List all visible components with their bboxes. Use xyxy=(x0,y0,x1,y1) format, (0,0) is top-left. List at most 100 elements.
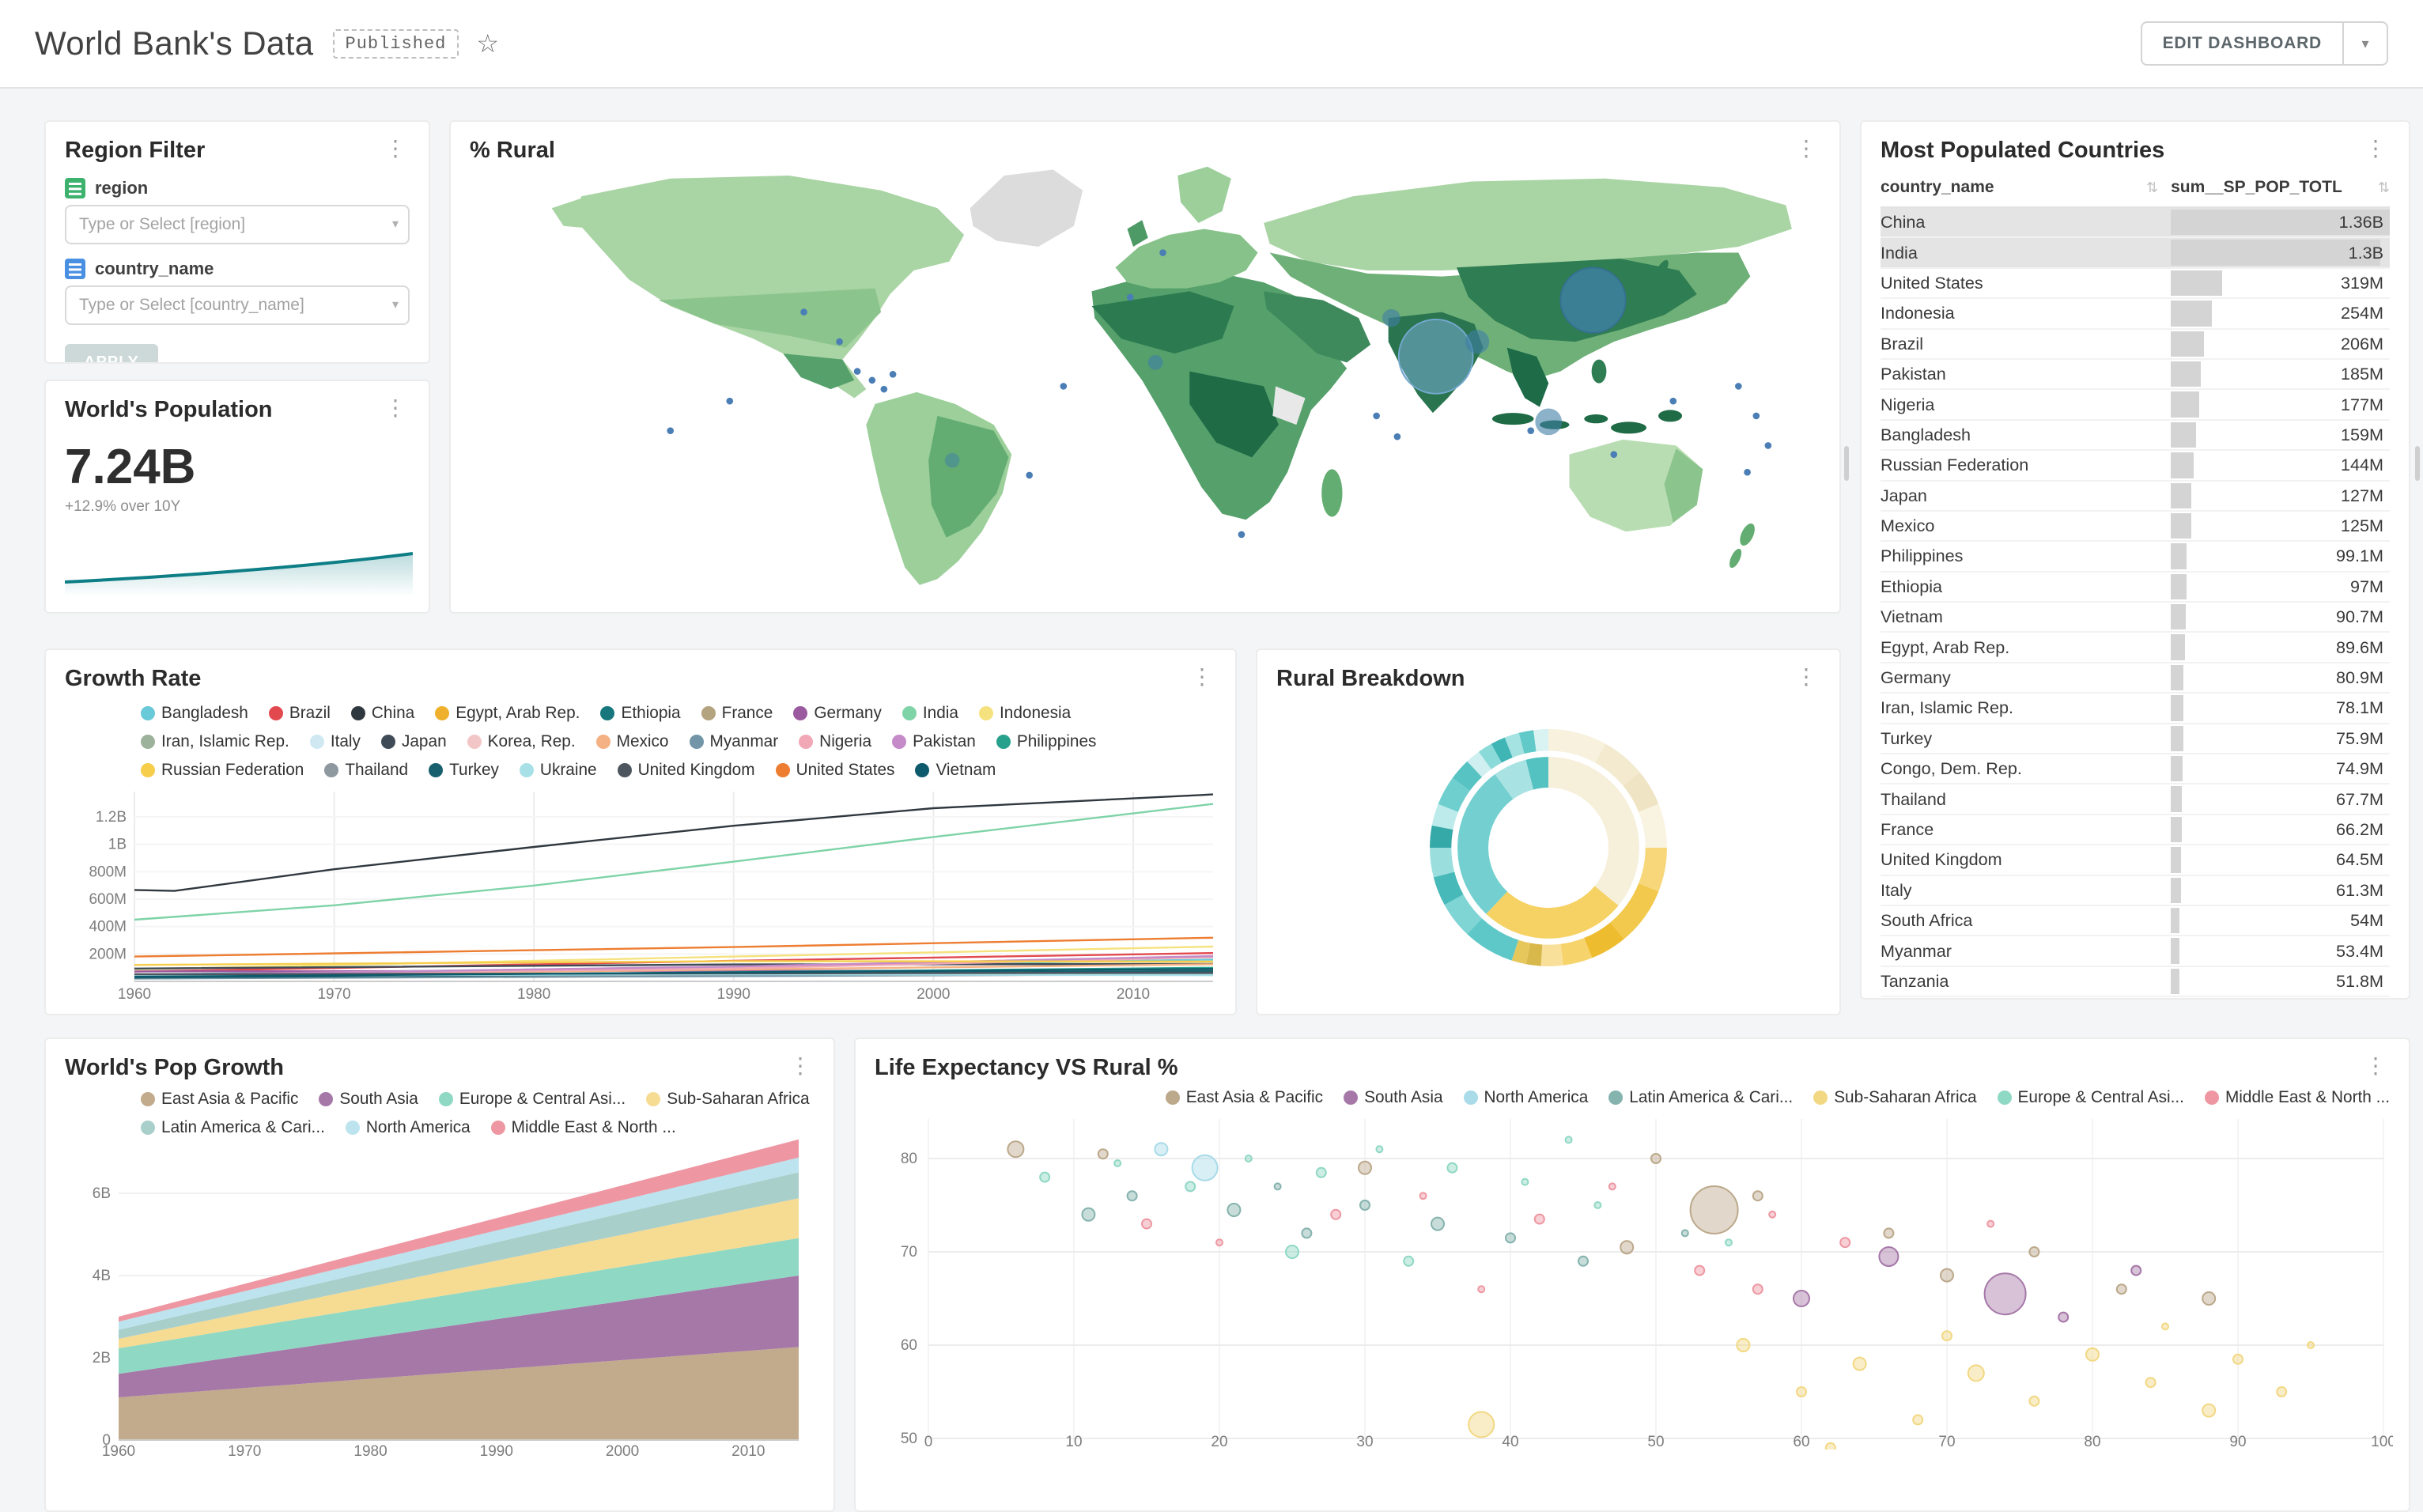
legend-item[interactable]: Germany xyxy=(793,701,882,725)
table-row[interactable]: India 1.3B xyxy=(1881,238,2390,269)
legend-item[interactable]: Myanmar xyxy=(689,730,778,754)
svg-text:100: 100 xyxy=(2371,1434,2393,1450)
country-name-cell: Pakistan xyxy=(1881,364,1946,384)
legend-item[interactable]: Middle East & North ... xyxy=(490,1116,676,1140)
table-row[interactable]: France 66.2M xyxy=(1881,815,2390,846)
legend-item[interactable]: Italy xyxy=(309,730,361,754)
legend-item[interactable]: China xyxy=(350,701,414,725)
legend-item[interactable]: Philippines xyxy=(996,730,1096,754)
table-row[interactable]: Vietnam 90.7M xyxy=(1881,603,2390,633)
svg-text:1960: 1960 xyxy=(118,986,151,1003)
legend-item[interactable]: Vietnam xyxy=(915,758,996,782)
table-row[interactable]: Brazil 206M xyxy=(1881,330,2390,360)
table-row[interactable]: Bangladesh 159M xyxy=(1881,421,2390,452)
table-row[interactable]: United Kingdom 64.5M xyxy=(1881,845,2390,876)
table-row[interactable]: Ethiopia 97M xyxy=(1881,573,2390,603)
column-header-population[interactable]: sum__SP_POP_TOTL xyxy=(2171,178,2342,196)
population-total: 7.24B xyxy=(65,440,196,494)
kebab-menu-icon[interactable]: ⋮ xyxy=(2364,136,2387,161)
table-row[interactable]: Russian Federation 144M xyxy=(1881,451,2390,482)
population-value-cell: 78.1M xyxy=(2171,694,2390,722)
column-header-country[interactable]: country_name xyxy=(1881,178,1994,196)
kebab-menu-icon[interactable]: ⋮ xyxy=(1795,136,1817,161)
table-row[interactable]: Iran, Islamic Rep. 78.1M xyxy=(1881,694,2390,724)
legend-item[interactable]: Nigeria xyxy=(799,730,871,754)
table-row[interactable]: Mexico 125M xyxy=(1881,512,2390,542)
svg-text:60: 60 xyxy=(901,1337,917,1354)
header-actions-caret-button[interactable]: ▾ xyxy=(2344,21,2388,66)
country-filter-input[interactable] xyxy=(65,285,410,325)
legend-item[interactable]: Europe & Central Asi... xyxy=(438,1087,626,1111)
table-row[interactable]: South Africa 54M xyxy=(1881,906,2390,937)
legend-item[interactable]: France xyxy=(701,701,773,725)
svg-text:400M: 400M xyxy=(89,919,127,936)
table-row[interactable]: Japan 127M xyxy=(1881,482,2390,512)
kebab-menu-icon[interactable]: ⋮ xyxy=(1795,664,1817,689)
sort-icon[interactable]: ⇅ xyxy=(2377,179,2390,195)
legend-item[interactable]: Turkey xyxy=(429,758,499,782)
resize-handle[interactable] xyxy=(2415,446,2420,481)
table-row[interactable]: Indonesia 254M xyxy=(1881,299,2390,330)
legend-item[interactable]: South Asia xyxy=(319,1087,418,1111)
table-row[interactable]: Pakistan 185M xyxy=(1881,360,2390,391)
legend-item[interactable]: South Asia xyxy=(1344,1086,1443,1109)
legend-item[interactable]: Ethiopia xyxy=(600,701,681,725)
status-badge[interactable]: Published xyxy=(332,28,459,59)
region-filter-input[interactable] xyxy=(65,205,410,244)
legend-item[interactable]: North America xyxy=(345,1116,471,1140)
legend-item[interactable]: Mexico xyxy=(595,730,669,754)
legend-item[interactable]: Sub-Saharan Africa xyxy=(1813,1086,1977,1109)
population-value-cell: 1.36B xyxy=(2171,208,2390,236)
apply-filter-button[interactable]: APPLY xyxy=(65,344,158,362)
table-row[interactable]: Germany 80.9M xyxy=(1881,663,2390,694)
legend-item[interactable]: Sub-Saharan Africa xyxy=(646,1087,810,1111)
growth-rate-card: Growth Rate ⋮ Bangladesh Brazil China Egypt… xyxy=(44,648,1237,1015)
legend-item[interactable]: Russian Federation xyxy=(141,758,304,782)
kebab-menu-icon[interactable]: ⋮ xyxy=(1191,664,1213,689)
table-row[interactable]: Tanzania 51.8M xyxy=(1881,967,2390,998)
edit-dashboard-button[interactable]: EDIT DASHBOARD xyxy=(2140,21,2344,66)
legend-item[interactable]: Indonesia xyxy=(978,701,1071,725)
resize-handle[interactable] xyxy=(1844,446,1849,481)
kebab-menu-icon[interactable]: ⋮ xyxy=(384,136,406,161)
kebab-menu-icon[interactable]: ⋮ xyxy=(2364,1053,2387,1078)
table-row[interactable]: Congo, Dem. Rep. 74.9M xyxy=(1881,754,2390,785)
population-value-cell: 1.3B xyxy=(2171,238,2390,266)
legend-item[interactable]: Iran, Islamic Rep. xyxy=(141,730,289,754)
table-row[interactable]: Nigeria 177M xyxy=(1881,390,2390,421)
legend-item[interactable]: Latin America & Cari... xyxy=(1608,1086,1793,1109)
legend-item[interactable]: Egypt, Arab Rep. xyxy=(435,701,580,725)
table-row[interactable]: United States 319M xyxy=(1881,269,2390,300)
population-value-cell: 144M xyxy=(2171,451,2390,479)
legend-item[interactable]: Middle East & North ... xyxy=(2204,1086,2390,1109)
sort-icon[interactable]: ⇅ xyxy=(2145,179,2159,195)
table-body: China 1.36B India 1.3B United States 319M Indo… xyxy=(1881,208,2390,998)
legend-item[interactable]: Bangladesh xyxy=(141,701,248,725)
legend-item[interactable]: Europe & Central Asi... xyxy=(1997,1086,2184,1109)
legend-item[interactable]: United States xyxy=(775,758,894,782)
svg-text:4B: 4B xyxy=(93,1268,111,1284)
legend-item[interactable]: United Kingdom xyxy=(617,758,755,782)
table-row[interactable]: Egypt, Arab Rep. 89.6M xyxy=(1881,633,2390,663)
legend-item[interactable]: North America xyxy=(1463,1086,1588,1109)
table-row[interactable]: China 1.36B xyxy=(1881,208,2390,239)
favorite-star-icon[interactable]: ☆ xyxy=(476,29,500,58)
legend-item[interactable]: Korea, Rep. xyxy=(467,730,576,754)
table-row[interactable]: Turkey 75.9M xyxy=(1881,724,2390,755)
legend-item[interactable]: Latin America & Cari... xyxy=(141,1116,325,1140)
legend-item[interactable]: Japan xyxy=(380,730,447,754)
table-row[interactable]: Italy 61.3M xyxy=(1881,876,2390,906)
legend-item[interactable]: Pakistan xyxy=(892,730,976,754)
kebab-menu-icon[interactable]: ⋮ xyxy=(384,395,406,420)
table-row[interactable]: Philippines 99.1M xyxy=(1881,542,2390,573)
table-row[interactable]: Myanmar 53.4M xyxy=(1881,936,2390,967)
legend-item[interactable]: East Asia & Pacific xyxy=(141,1087,298,1111)
legend-item[interactable]: Ukraine xyxy=(519,758,597,782)
legend-item[interactable]: Thailand xyxy=(324,758,408,782)
legend-item[interactable]: East Asia & Pacific xyxy=(1165,1086,1323,1109)
legend-item[interactable]: Brazil xyxy=(268,701,331,725)
pop-growth-area-chart: 0 2B 4B 6B 1960 1970 1980 1990 2000 2010 xyxy=(93,1139,799,1460)
table-row[interactable]: Thailand 67.7M xyxy=(1881,784,2390,815)
legend-item[interactable]: India xyxy=(902,701,958,725)
kebab-menu-icon[interactable]: ⋮ xyxy=(789,1053,811,1078)
